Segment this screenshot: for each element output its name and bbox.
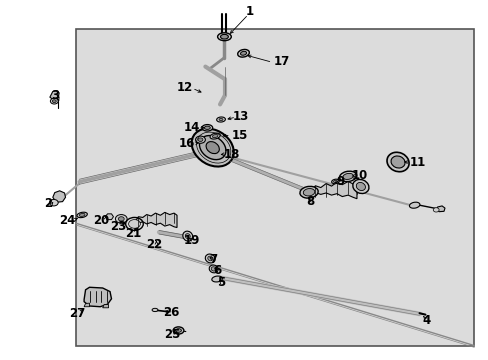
Text: 3: 3 xyxy=(51,89,59,102)
Ellipse shape xyxy=(207,256,212,261)
Circle shape xyxy=(115,215,127,223)
Text: 4: 4 xyxy=(422,314,429,327)
Text: 2: 2 xyxy=(44,197,52,210)
Text: 1: 1 xyxy=(245,5,253,18)
Ellipse shape xyxy=(331,179,339,184)
Circle shape xyxy=(195,136,205,143)
Bar xyxy=(76,29,473,346)
Circle shape xyxy=(118,217,124,221)
Text: 15: 15 xyxy=(231,129,247,142)
Ellipse shape xyxy=(303,189,314,196)
Ellipse shape xyxy=(199,136,225,159)
Ellipse shape xyxy=(212,135,218,138)
Text: 11: 11 xyxy=(409,156,426,169)
Ellipse shape xyxy=(390,156,404,168)
Ellipse shape xyxy=(237,49,249,57)
Circle shape xyxy=(52,100,56,103)
Text: 23: 23 xyxy=(110,220,126,233)
Polygon shape xyxy=(53,191,65,202)
Circle shape xyxy=(128,220,140,228)
Text: 6: 6 xyxy=(213,264,221,277)
Polygon shape xyxy=(311,181,356,199)
Ellipse shape xyxy=(299,186,318,198)
Ellipse shape xyxy=(333,180,337,183)
Text: 22: 22 xyxy=(145,238,162,251)
Text: 21: 21 xyxy=(124,227,141,240)
Text: 10: 10 xyxy=(351,169,367,182)
Ellipse shape xyxy=(352,179,368,194)
Circle shape xyxy=(432,208,438,212)
Text: 14: 14 xyxy=(183,121,200,134)
Ellipse shape xyxy=(185,234,190,239)
Ellipse shape xyxy=(386,152,408,172)
Ellipse shape xyxy=(173,327,183,334)
Polygon shape xyxy=(105,214,113,220)
Text: 16: 16 xyxy=(178,137,195,150)
Ellipse shape xyxy=(217,33,231,41)
Circle shape xyxy=(50,98,58,104)
Circle shape xyxy=(198,138,203,141)
Text: 20: 20 xyxy=(93,214,110,227)
Polygon shape xyxy=(84,287,111,307)
Ellipse shape xyxy=(219,118,223,121)
Text: 7: 7 xyxy=(209,253,217,266)
Ellipse shape xyxy=(191,129,233,167)
Text: 17: 17 xyxy=(273,55,289,68)
Polygon shape xyxy=(102,305,108,308)
Ellipse shape xyxy=(356,183,365,190)
Ellipse shape xyxy=(205,254,215,263)
Text: 12: 12 xyxy=(176,81,193,94)
Ellipse shape xyxy=(79,213,85,216)
Text: 9: 9 xyxy=(336,175,344,188)
Ellipse shape xyxy=(175,329,181,332)
Ellipse shape xyxy=(216,117,225,122)
Text: 25: 25 xyxy=(163,328,180,341)
Ellipse shape xyxy=(202,125,212,131)
Text: 24: 24 xyxy=(59,214,76,227)
Ellipse shape xyxy=(183,231,192,241)
Ellipse shape xyxy=(152,308,158,311)
Polygon shape xyxy=(136,212,177,228)
Text: 18: 18 xyxy=(224,148,240,161)
Ellipse shape xyxy=(339,171,356,182)
Text: 26: 26 xyxy=(163,306,179,319)
Text: 13: 13 xyxy=(232,110,248,123)
Ellipse shape xyxy=(210,133,220,139)
Ellipse shape xyxy=(211,276,222,282)
Polygon shape xyxy=(435,206,444,212)
Ellipse shape xyxy=(342,174,353,179)
Ellipse shape xyxy=(220,34,228,39)
Ellipse shape xyxy=(77,212,87,218)
Ellipse shape xyxy=(209,265,218,273)
Text: 19: 19 xyxy=(183,234,200,247)
Ellipse shape xyxy=(211,267,216,271)
Text: 27: 27 xyxy=(69,307,85,320)
Ellipse shape xyxy=(204,126,210,129)
Ellipse shape xyxy=(240,51,246,55)
Polygon shape xyxy=(84,303,89,307)
Text: 5: 5 xyxy=(217,276,224,289)
Ellipse shape xyxy=(408,202,419,208)
Ellipse shape xyxy=(205,141,219,154)
Text: 8: 8 xyxy=(305,195,313,208)
Circle shape xyxy=(49,199,58,206)
Polygon shape xyxy=(50,91,59,100)
